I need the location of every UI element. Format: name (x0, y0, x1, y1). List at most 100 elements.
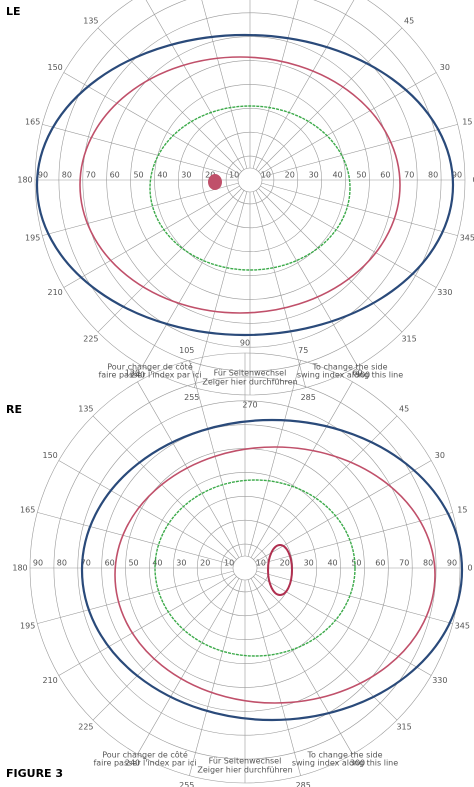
isopter-red (114, 446, 436, 704)
ring-label: 60 (380, 171, 390, 180)
angle-label: 300 (355, 370, 370, 379)
ring-label: 80 (62, 171, 72, 180)
angle-label: 210 (43, 676, 58, 685)
meridian (194, 191, 248, 388)
ring-label: 90 (452, 171, 462, 180)
angle-label: 30 (435, 451, 445, 460)
ring-label: 50 (351, 559, 361, 568)
meridian (201, 0, 248, 169)
angle-label: 210 (48, 288, 63, 297)
ring-label: 10 (229, 171, 239, 180)
angle-label: 45 (404, 16, 414, 25)
strip-text: swing index along this line (297, 371, 403, 380)
ring-label: 70 (86, 171, 96, 180)
meridian (97, 188, 242, 333)
isopter-blue (35, 33, 455, 337)
ring-label: 70 (404, 171, 414, 180)
angle-label: 30 (440, 63, 450, 72)
meridian (92, 576, 237, 721)
angle-label: 225 (83, 335, 98, 344)
ring (237, 167, 263, 193)
angle-label: 270 (242, 401, 257, 410)
meridian (255, 0, 355, 170)
angle-label: 195 (25, 234, 40, 243)
meridian (255, 190, 358, 367)
meridian (250, 578, 353, 755)
ring-label: 30 (176, 559, 186, 568)
scotoma (267, 544, 293, 596)
angle-label: 165 (20, 505, 35, 514)
isopter-blue (80, 418, 464, 722)
meridian (247, 579, 301, 776)
ring-label: 30 (304, 559, 314, 568)
meridian (258, 188, 403, 333)
angle-label: 195 (20, 622, 35, 631)
strip-text: faire passer l'index par ici (93, 759, 196, 768)
ring-label: 60 (110, 171, 120, 180)
isopters (35, 33, 455, 337)
ring-label: 10 (261, 171, 271, 180)
angle-label: 0 (472, 176, 474, 185)
angle-label: 255 (179, 781, 194, 787)
angle-label: 315 (401, 335, 416, 344)
meridian (253, 415, 398, 560)
ring-label: 20 (200, 559, 210, 568)
meridian (137, 381, 240, 558)
angle-label: 180 (17, 176, 32, 185)
panel-label: RE (6, 403, 22, 416)
meridian (260, 185, 437, 288)
ring-label: 80 (428, 171, 438, 180)
ring-label: 70 (399, 559, 409, 568)
angle-label: 135 (83, 16, 98, 25)
meridian (255, 460, 432, 563)
ring-label: 90 (33, 559, 43, 568)
meridian (258, 27, 403, 172)
ring-label: 40 (157, 171, 167, 180)
angle-label: 105 (179, 346, 194, 355)
ring-label: 90 (38, 171, 48, 180)
strip-text: Zeiger hier durchführen (197, 766, 292, 775)
angle-label: 285 (301, 393, 316, 402)
strip-text: Zeiger hier durchführen (202, 378, 297, 387)
meridian (252, 191, 306, 388)
meridian (42, 182, 239, 236)
angle-label: 150 (48, 63, 63, 72)
ring-label: 50 (133, 171, 143, 180)
angle-label: 15 (462, 117, 472, 126)
strip-text: To change the side (311, 363, 387, 372)
meridian (250, 381, 353, 558)
angle-label: 180 (12, 564, 27, 573)
strip-text: Für Seitenwechsel (214, 369, 287, 378)
ring-label: 20 (285, 171, 295, 180)
angle-label: 150 (43, 451, 58, 460)
angle-label: 330 (432, 676, 447, 685)
angle-label: 330 (437, 288, 452, 297)
ring-label: 90 (447, 559, 457, 568)
perimetry-chart: 10 10 20 20 30 30 40 40 50 50 60 60 70 70 80 80 90 90 0 15 3… (17, 0, 474, 410)
angle-label: 120 (125, 369, 140, 378)
meridian (63, 185, 240, 288)
meridian (255, 573, 432, 676)
meridian (142, 190, 245, 367)
meridian (189, 360, 243, 557)
scotoma (208, 174, 222, 190)
meridian (58, 460, 235, 563)
isopters (80, 418, 464, 722)
meridian (145, 0, 245, 170)
ring-label: 60 (105, 559, 115, 568)
strip-text: Pour changer de côté (107, 362, 193, 372)
isopter-green (154, 479, 356, 657)
ring-label: 70 (81, 559, 91, 568)
angle-label: 300 (350, 758, 365, 767)
ring-label: 80 (423, 559, 433, 568)
meridian (37, 570, 234, 624)
isopter-red (79, 56, 401, 314)
angle-label: 15 (457, 505, 467, 514)
angle-label: 255 (184, 393, 199, 402)
isopter-green (149, 105, 351, 271)
ring-label: 40 (332, 171, 342, 180)
strip-text: To change the side (306, 751, 382, 760)
ring-label: 30 (309, 171, 319, 180)
angle-label: 90 (240, 339, 250, 348)
